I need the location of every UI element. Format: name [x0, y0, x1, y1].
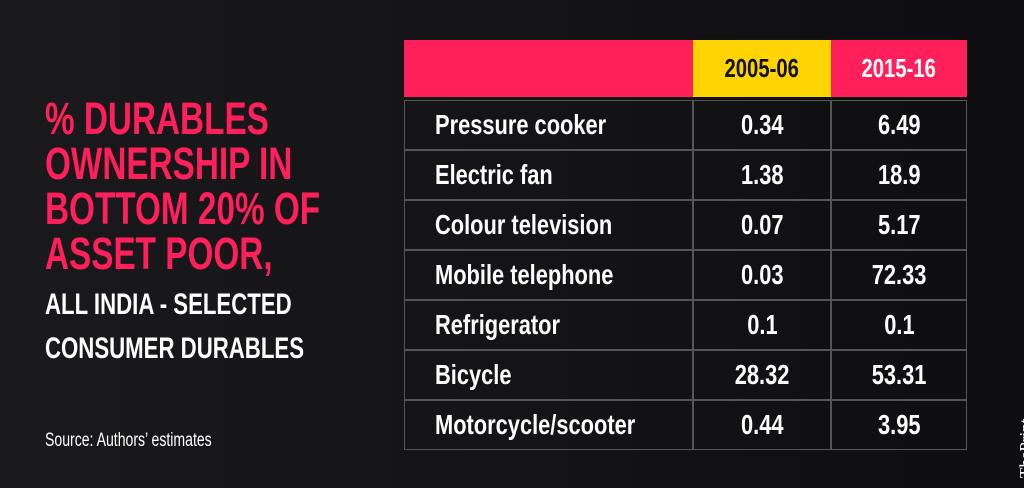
table-value-text: 53.31	[871, 359, 927, 390]
table-value-text: 0.44	[740, 409, 784, 440]
table-value-text: 1.38	[740, 159, 784, 190]
table-value-text: 18.9	[877, 159, 921, 190]
table-value: 28.32	[693, 350, 831, 400]
table-value-text: 72.33	[871, 259, 927, 290]
column-header-text: 2015-16	[861, 53, 937, 83]
table-value: 72.33	[831, 250, 967, 300]
subtitle-line: ALL INDIA - SELECTED	[45, 288, 292, 321]
table-value-text: 0.1	[746, 309, 778, 340]
title-line: OWNERSHIP IN	[45, 138, 293, 189]
row-label: Colour television	[404, 200, 693, 250]
row-label-text: Mobile telephone	[435, 259, 614, 290]
row-label: Electric fan	[404, 150, 693, 200]
header-blank	[404, 40, 693, 97]
row-label-text: Refrigerator	[435, 309, 561, 340]
row-label-text: Bicycle	[435, 359, 512, 390]
table-value-text: 3.95	[877, 409, 921, 440]
table-value: 0.44	[693, 400, 831, 450]
table-value-text: 0.1	[883, 309, 915, 340]
table-value-text: 0.07	[740, 209, 784, 240]
title-line: BOTTOM 20% OF	[45, 183, 321, 234]
table-value: 3.95	[831, 400, 967, 450]
table-value-text: 0.03	[740, 259, 784, 290]
table-value: 53.31	[831, 350, 967, 400]
title-line: ASSET POOR,	[45, 228, 273, 279]
table-value: 0.1	[693, 300, 831, 350]
column-header: 2015-16	[831, 40, 967, 97]
row-label: Pressure cooker	[404, 100, 693, 150]
row-label: Refrigerator	[404, 300, 693, 350]
table-value: 1.38	[693, 150, 831, 200]
table-value-text: 28.32	[734, 359, 790, 390]
row-label: Motorcycle/scooter	[404, 400, 693, 450]
table-value: 6.49	[831, 100, 967, 150]
table-value: 0.07	[693, 200, 831, 250]
table-value-text: 0.34	[740, 109, 784, 140]
subtitle-line: CONSUMER DURABLES	[45, 332, 305, 365]
table-value-text: 5.17	[877, 209, 921, 240]
source-note: Source: Authors’ estimates	[45, 430, 212, 451]
row-label-text: Pressure cooker	[435, 109, 607, 140]
row-label: Bicycle	[404, 350, 693, 400]
row-label-text: Motorcycle/scooter	[435, 409, 636, 440]
row-label: Mobile telephone	[404, 250, 693, 300]
table-value-text: 6.49	[877, 109, 921, 140]
table-value: 0.03	[693, 250, 831, 300]
title-line: % DURABLES	[45, 93, 269, 144]
table-value: 0.1	[831, 300, 967, 350]
table-value: 0.34	[693, 100, 831, 150]
row-label-text: Colour television	[435, 209, 613, 240]
row-label-text: Electric fan	[435, 159, 553, 190]
table-value: 18.9	[831, 150, 967, 200]
brand-logo: ThePrint	[1016, 418, 1024, 479]
column-header: 2005-06	[693, 40, 831, 97]
column-header-text: 2005-06	[724, 53, 800, 83]
table-value: 5.17	[831, 200, 967, 250]
